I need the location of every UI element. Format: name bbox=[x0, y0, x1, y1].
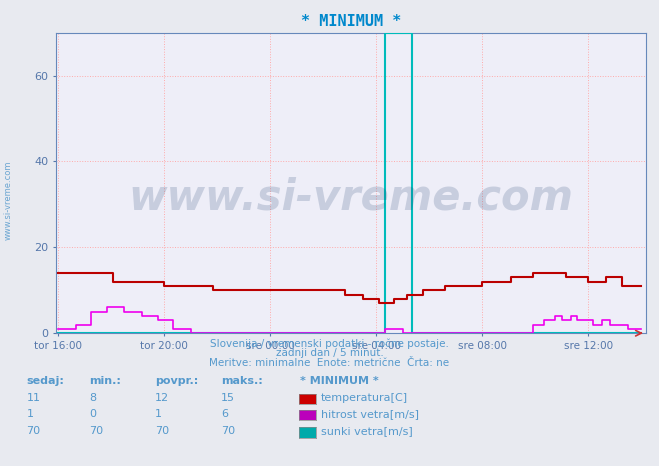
Text: 0: 0 bbox=[89, 409, 96, 419]
Text: min.:: min.: bbox=[89, 377, 121, 386]
Text: Slovenija / vremenski podatki - ročne postaje.: Slovenija / vremenski podatki - ročne po… bbox=[210, 339, 449, 349]
Text: 8: 8 bbox=[89, 393, 96, 403]
Text: povpr.:: povpr.: bbox=[155, 377, 198, 386]
Title: * MINIMUM *: * MINIMUM * bbox=[301, 14, 401, 29]
Text: hitrost vetra[m/s]: hitrost vetra[m/s] bbox=[321, 409, 419, 419]
Text: Meritve: minimalne  Enote: metrične  Črta: ne: Meritve: minimalne Enote: metrične Črta:… bbox=[210, 358, 449, 368]
Text: 70: 70 bbox=[89, 426, 103, 436]
Text: temperatura[C]: temperatura[C] bbox=[321, 393, 408, 403]
Text: 11: 11 bbox=[26, 393, 40, 403]
Text: 70: 70 bbox=[155, 426, 169, 436]
Text: zadnji dan / 5 minut.: zadnji dan / 5 minut. bbox=[275, 349, 384, 358]
Text: 70: 70 bbox=[26, 426, 40, 436]
Text: sedaj:: sedaj: bbox=[26, 377, 64, 386]
Text: 1: 1 bbox=[155, 409, 162, 419]
Text: 1: 1 bbox=[26, 409, 34, 419]
Text: 6: 6 bbox=[221, 409, 228, 419]
Text: maks.:: maks.: bbox=[221, 377, 262, 386]
Text: 15: 15 bbox=[221, 393, 235, 403]
Text: 12: 12 bbox=[155, 393, 169, 403]
Text: * MINIMUM *: * MINIMUM * bbox=[300, 377, 378, 386]
Text: www.si-vreme.com: www.si-vreme.com bbox=[129, 177, 573, 219]
Text: www.si-vreme.com: www.si-vreme.com bbox=[3, 161, 13, 240]
Text: sunki vetra[m/s]: sunki vetra[m/s] bbox=[321, 426, 413, 436]
Text: 70: 70 bbox=[221, 426, 235, 436]
